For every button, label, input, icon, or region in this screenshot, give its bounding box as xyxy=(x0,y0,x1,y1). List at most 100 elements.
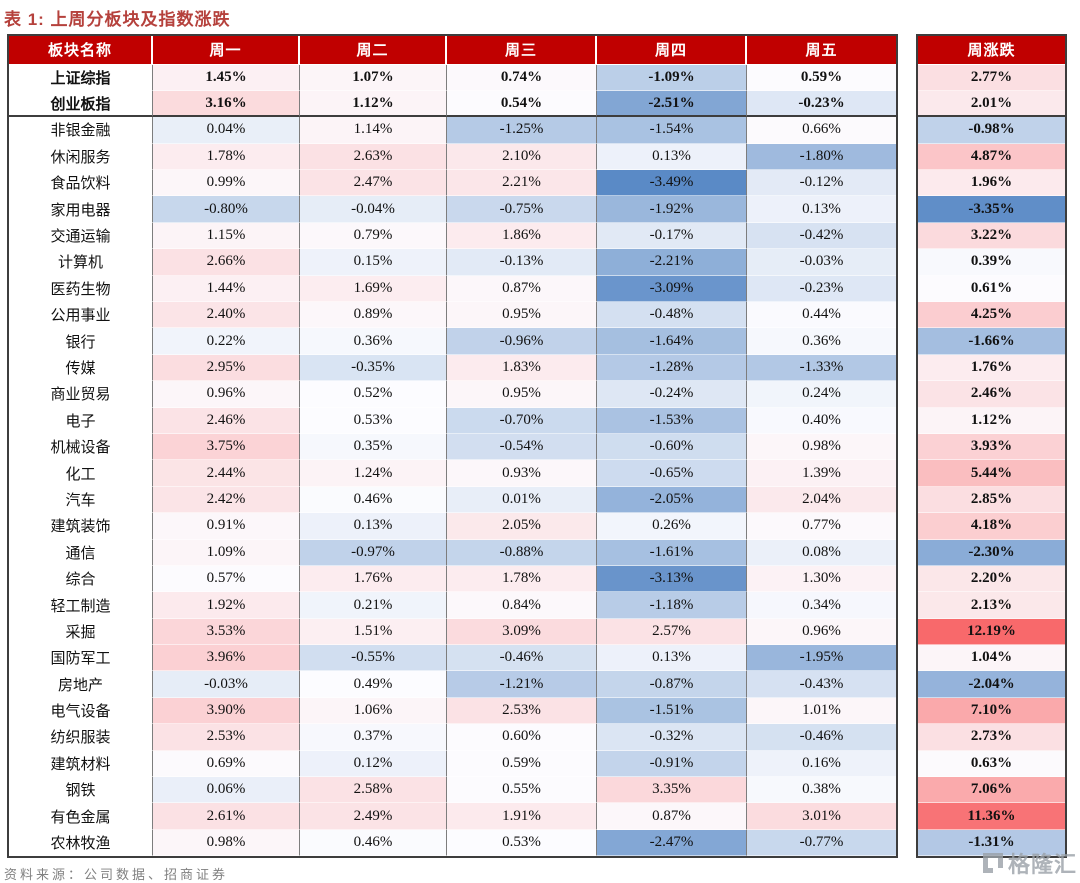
daily-value-cell: -0.12% xyxy=(747,170,896,197)
daily-value-cell: -0.77% xyxy=(747,829,896,857)
daily-value-cell: 0.60% xyxy=(447,724,597,751)
daily-value-cell: 0.95% xyxy=(447,381,597,408)
weekly-value-cell: -2.30% xyxy=(918,539,1065,566)
sector-name-cell: 农林牧渔 xyxy=(9,829,153,857)
daily-value-cell: 1.07% xyxy=(300,64,447,91)
daily-value-cell: -1.18% xyxy=(597,592,747,619)
weekly-value-cell: 0.39% xyxy=(918,249,1065,276)
daily-value-cell: 2.53% xyxy=(153,724,300,751)
daily-value-cell: -0.60% xyxy=(597,433,747,461)
daily-value-cell: 0.53% xyxy=(447,829,597,857)
daily-value-cell: 0.34% xyxy=(747,592,896,619)
daily-value-cell: 1.30% xyxy=(747,565,896,593)
weekly-value-cell: -0.98% xyxy=(918,117,1065,144)
daily-value-cell: 1.69% xyxy=(300,275,447,303)
daily-value-cell: 3.09% xyxy=(447,618,597,646)
daily-value-cell: 2.49% xyxy=(300,803,447,830)
sector-name-cell: 银行 xyxy=(9,328,153,355)
sector-name-cell: 电气设备 xyxy=(9,697,153,725)
sector-name-cell: 非银金融 xyxy=(9,117,153,144)
daily-value-cell: 0.01% xyxy=(447,486,597,514)
daily-value-cell: 2.47% xyxy=(300,170,447,197)
heatmap-tables: 板块名称 周一 周二 周三 周四 周五 上证综指 1.45% 1.07% 0.74% -1.09% 0… xyxy=(7,34,1080,859)
weekly-value-cell: 2.46% xyxy=(918,381,1065,408)
daily-value-cell: 2.21% xyxy=(447,170,597,197)
sector-name-cell: 公用事业 xyxy=(9,302,153,329)
daily-value-cell: 1.44% xyxy=(153,275,300,303)
sector-name-cell: 化工 xyxy=(9,460,153,487)
daily-value-cell: -1.80% xyxy=(747,143,896,171)
daily-value-cell: -2.21% xyxy=(597,249,747,276)
sector-name-cell: 计算机 xyxy=(9,249,153,276)
daily-value-cell: 2.57% xyxy=(597,618,747,646)
daily-value-cell: 0.24% xyxy=(747,381,896,408)
daily-value-cell: -0.04% xyxy=(300,196,447,223)
sector-name-cell: 通信 xyxy=(9,539,153,566)
daily-value-cell: 0.13% xyxy=(597,143,747,171)
daily-value-cell: -0.88% xyxy=(447,539,597,566)
daily-value-cell: 1.91% xyxy=(447,803,597,830)
weekly-value-cell: 4.87% xyxy=(918,143,1065,171)
sector-name-cell: 创业板指 xyxy=(9,90,153,118)
column-header: 周四 xyxy=(597,36,747,65)
daily-value-cell: 1.45% xyxy=(153,64,300,91)
daily-value-cell: 0.13% xyxy=(300,513,447,540)
daily-value-cell: 0.06% xyxy=(153,777,300,804)
daily-value-cell: 1.83% xyxy=(447,354,597,382)
daily-value-cell: 0.08% xyxy=(747,539,896,566)
daily-value-cell: 0.87% xyxy=(597,803,747,830)
daily-value-cell: 0.37% xyxy=(300,724,447,751)
daily-value-cell: -0.32% xyxy=(597,724,747,751)
daily-value-cell: 2.05% xyxy=(447,513,597,540)
daily-value-cell: 0.91% xyxy=(153,513,300,540)
daily-value-cell: 3.75% xyxy=(153,433,300,461)
weekly-change-table: 周涨跌 2.77% 2.01% -0.98% 4.87% 1.96% -3.35% 3.22%… xyxy=(916,34,1067,859)
daily-value-cell: -1.64% xyxy=(597,328,747,355)
daily-value-cell: 0.87% xyxy=(447,275,597,303)
daily-value-cell: -3.13% xyxy=(597,565,747,593)
daily-value-cell: -3.09% xyxy=(597,275,747,303)
daily-value-cell: 0.40% xyxy=(747,407,896,434)
daily-value-cell: 2.42% xyxy=(153,486,300,514)
daily-value-cell: 3.90% xyxy=(153,697,300,725)
daily-value-cell: -0.54% xyxy=(447,433,597,461)
daily-value-cell: 0.15% xyxy=(300,249,447,276)
weekly-value-cell: -1.66% xyxy=(918,328,1065,355)
daily-value-cell: 0.13% xyxy=(597,645,747,672)
daily-value-cell: -1.21% xyxy=(447,671,597,698)
weekly-value-cell: 1.04% xyxy=(918,645,1065,672)
daily-value-cell: 0.22% xyxy=(153,328,300,355)
daily-value-cell: 0.46% xyxy=(300,829,447,857)
daily-value-cell: -2.51% xyxy=(597,90,747,118)
daily-value-cell: 0.44% xyxy=(747,302,896,329)
daily-value-cell: -0.46% xyxy=(447,645,597,672)
sector-name-cell: 纺织服装 xyxy=(9,724,153,751)
daily-value-cell: 1.01% xyxy=(747,697,896,725)
daily-value-cell: 0.74% xyxy=(447,64,597,91)
daily-value-cell: 3.16% xyxy=(153,90,300,118)
daily-value-cell: -0.42% xyxy=(747,222,896,250)
daily-value-cell: 2.04% xyxy=(747,486,896,514)
sector-name-cell: 国防军工 xyxy=(9,645,153,672)
daily-value-cell: 2.44% xyxy=(153,460,300,487)
sector-name-cell: 医药生物 xyxy=(9,275,153,303)
sector-name-cell: 综合 xyxy=(9,565,153,593)
weekly-value-cell: 4.18% xyxy=(918,513,1065,540)
column-header-week: 周涨跌 xyxy=(918,36,1065,65)
daily-value-cell: 0.59% xyxy=(447,750,597,778)
sector-name-cell: 汽车 xyxy=(9,486,153,514)
daily-value-cell: 0.98% xyxy=(747,433,896,461)
weekly-value-cell: -3.35% xyxy=(918,196,1065,223)
daily-value-cell: 2.53% xyxy=(447,697,597,725)
daily-value-cell: 0.54% xyxy=(447,90,597,118)
daily-value-cell: -2.05% xyxy=(597,486,747,514)
sector-daily-table: 板块名称 周一 周二 周三 周四 周五 上证综指 1.45% 1.07% 0.74% -1.09% 0… xyxy=(7,34,898,859)
daily-value-cell: -0.35% xyxy=(300,354,447,382)
daily-value-cell: -1.25% xyxy=(447,117,597,144)
weekly-value-cell: 5.44% xyxy=(918,460,1065,487)
weekly-value-cell: 1.76% xyxy=(918,354,1065,382)
daily-value-cell: -0.03% xyxy=(747,249,896,276)
sector-name-cell: 上证综指 xyxy=(9,64,153,91)
daily-value-cell: 0.96% xyxy=(153,381,300,408)
